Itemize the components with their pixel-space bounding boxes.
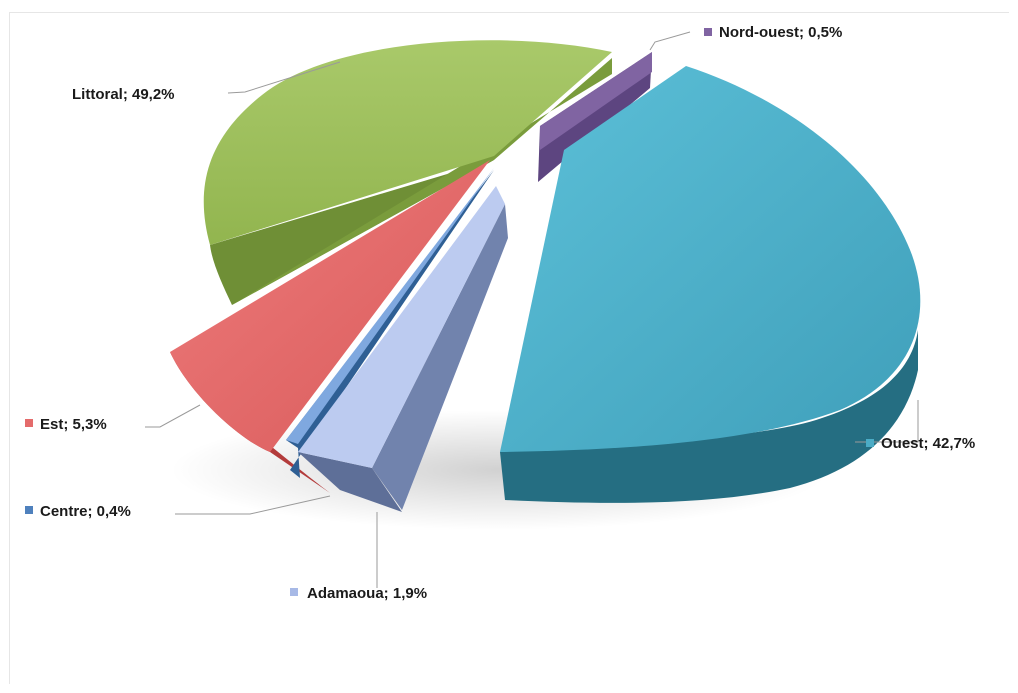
leader-centre <box>175 495 331 515</box>
label-nord-ouest-key <box>704 28 712 36</box>
label-centre: Centre; 0,4% <box>25 503 131 520</box>
data-labels: Littoral; 49,2% Nord-ouest; 0,5% Ouest; … <box>25 24 975 602</box>
slice-littoral[interactable] <box>203 40 613 305</box>
label-littoral: Littoral; 49,2% <box>72 86 175 103</box>
slice-centre[interactable] <box>286 168 494 478</box>
leader-est <box>145 404 201 428</box>
label-est-key <box>25 419 33 427</box>
slice-est[interactable] <box>170 160 490 493</box>
label-ouest: Ouest; 42,7% <box>866 435 975 452</box>
chart-frame <box>9 12 1009 684</box>
label-est-text: Est; 5,3% <box>40 416 107 433</box>
label-centre-key <box>25 506 33 514</box>
leader-littoral <box>227 61 341 94</box>
label-nord-ouest: Nord-ouest; 0,5% <box>704 24 842 41</box>
slice-adamaoua[interactable] <box>298 186 508 512</box>
slice-ouest[interactable] <box>500 66 921 503</box>
label-littoral-text: Littoral; 49,2% <box>72 86 175 103</box>
leader-ouest <box>855 400 919 443</box>
leader-lines <box>145 31 919 588</box>
label-ouest-key <box>866 439 874 447</box>
label-adamaoua: Adamaoua; 1,9% <box>290 585 427 602</box>
label-centre-text: Centre; 0,4% <box>40 503 131 520</box>
label-adamaoua-text: Adamaoua; 1,9% <box>307 585 427 602</box>
label-est: Est; 5,3% <box>25 416 107 433</box>
label-ouest-text: Ouest; 42,7% <box>881 435 975 452</box>
leader-nord-ouest <box>649 31 691 51</box>
label-nord-ouest-text: Nord-ouest; 0,5% <box>719 24 842 41</box>
label-adamaoua-key <box>290 588 298 596</box>
